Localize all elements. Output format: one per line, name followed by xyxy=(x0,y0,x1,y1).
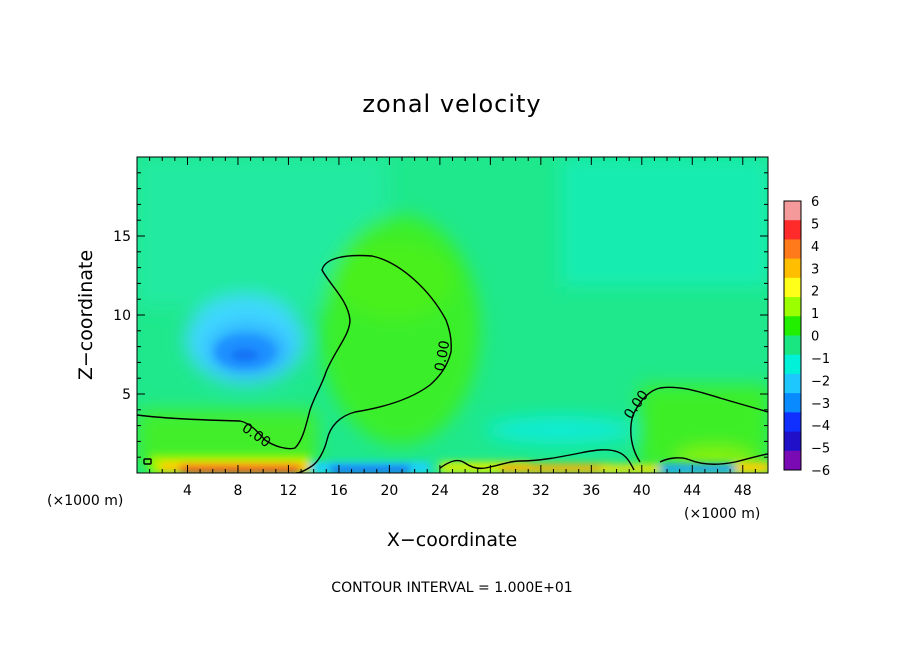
x-tick-label: 12 xyxy=(280,483,298,499)
colorbar-tick-label: −1 xyxy=(811,352,830,367)
contour-label-2: 0.00 xyxy=(432,339,453,372)
colorbar-swatch xyxy=(784,373,801,394)
colorbar-swatch xyxy=(784,220,801,240)
y-tick-label: 5 xyxy=(122,387,131,403)
x-tick-label: 32 xyxy=(532,483,550,499)
contour-line-right xyxy=(630,386,768,463)
colorbar-tick-label: 1 xyxy=(811,307,819,322)
x-tick-label: 4 xyxy=(183,483,192,499)
colorbar-swatch xyxy=(784,335,801,356)
colorbar-tick-label: 6 xyxy=(811,195,819,210)
colorbar-swatch xyxy=(784,297,801,317)
x-unit-right: (×1000 m) xyxy=(684,506,760,522)
x-tick-label: 40 xyxy=(633,483,651,499)
y-axis-label: Z−coordinate xyxy=(75,250,97,380)
x-tick-label: 44 xyxy=(683,483,701,499)
colorbar-swatch xyxy=(784,450,801,471)
x-axis: 4 8 12 16 20 24 28 32 36 40 44 48 xyxy=(149,157,756,499)
colorbar-tick-label: 3 xyxy=(811,262,819,277)
x-tick-label: 28 xyxy=(481,483,499,499)
colorbar-swatch xyxy=(784,201,801,221)
zero-contours xyxy=(137,254,768,473)
x-tick-label: 36 xyxy=(582,483,600,499)
x-tick-label: 16 xyxy=(330,483,348,499)
contour-tiny-box xyxy=(143,458,152,465)
colorbar-swatch xyxy=(784,277,801,298)
colorbar-tick-label: −4 xyxy=(811,419,830,434)
colorbar-swatch xyxy=(784,316,801,336)
x-tick-label: 24 xyxy=(431,483,449,499)
x-axis-label: X−coordinate xyxy=(387,529,517,551)
colorbar-swatch xyxy=(784,239,801,260)
colorbar-tick-label: −2 xyxy=(811,374,830,389)
contour-line-small-right xyxy=(659,453,768,465)
colorbar-swatch xyxy=(784,258,801,279)
colorbar-tick-label: 4 xyxy=(811,240,819,255)
contour-line-left xyxy=(137,254,452,473)
x-unit-left: (×1000 m) xyxy=(47,493,123,509)
colorbar-swatch xyxy=(784,431,801,452)
colorbar-tick-label: 2 xyxy=(811,285,819,300)
contour-interval-note: CONTOUR INTERVAL = 1.000E+01 xyxy=(331,580,572,596)
colorbar-tick-label: −6 xyxy=(811,464,830,479)
y-axis: 5 10 15 xyxy=(113,172,768,458)
chart-title: zonal velocity xyxy=(362,90,541,118)
colorbar-tick-label: 5 xyxy=(811,217,819,232)
colorbar-tick-label: −5 xyxy=(811,442,830,457)
heatmap-field xyxy=(137,157,768,473)
colorbar-tick-label: 0 xyxy=(811,330,819,345)
y-tick-label: 10 xyxy=(113,308,131,324)
x-tick-label: 48 xyxy=(734,483,752,499)
colorbar-swatch xyxy=(784,393,801,413)
y-tick-label: 15 xyxy=(113,229,131,245)
contour-line-mid xyxy=(439,449,635,471)
colorbar-frame xyxy=(783,200,802,471)
colorbar-swatch xyxy=(784,354,801,375)
colorbar: 6 5 4 3 2 1 0 −1 −2 −3 −4 −5 −6 xyxy=(783,195,830,479)
colorbar-swatch xyxy=(784,412,801,433)
x-tick-label: 8 xyxy=(233,483,242,499)
x-tick-label: 20 xyxy=(380,483,398,499)
colorbar-tick-label: −3 xyxy=(811,397,830,412)
